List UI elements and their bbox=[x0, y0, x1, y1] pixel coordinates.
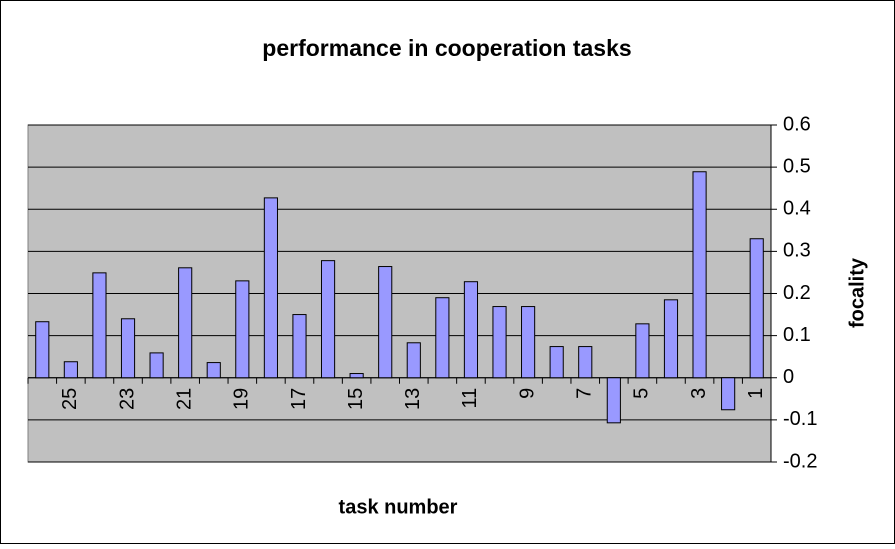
y-tick-label: 0.2 bbox=[783, 282, 811, 304]
y-tick-label: -0.2 bbox=[783, 450, 817, 472]
bar bbox=[606, 377, 621, 424]
x-tick-label: 1 bbox=[745, 388, 767, 399]
x-tick-label: 3 bbox=[688, 388, 710, 399]
bar bbox=[92, 272, 107, 379]
x-tick-label: 25 bbox=[59, 388, 81, 410]
x-tick-label: 9 bbox=[516, 388, 538, 399]
x-tick-label: 21 bbox=[173, 388, 195, 410]
chart-title: performance in cooperation tasks bbox=[262, 35, 631, 61]
y-axis-title: focality bbox=[846, 257, 868, 328]
bar bbox=[521, 306, 536, 379]
x-tick-label: 23 bbox=[116, 388, 138, 410]
bar bbox=[235, 280, 250, 379]
y-tick-label: 0.3 bbox=[783, 240, 811, 262]
x-tick-label: 11 bbox=[459, 388, 481, 409]
x-tick-label: 7 bbox=[574, 388, 596, 399]
y-tick-label: 0.6 bbox=[783, 113, 811, 135]
x-tick-label: 15 bbox=[345, 388, 367, 410]
bar bbox=[406, 342, 421, 379]
bar bbox=[492, 306, 507, 379]
bar bbox=[149, 352, 164, 379]
bar bbox=[63, 361, 78, 379]
bar bbox=[206, 362, 221, 379]
x-axis-title: task number bbox=[339, 496, 458, 518]
x-tick-label: 13 bbox=[402, 388, 424, 410]
bar bbox=[578, 346, 593, 379]
bar bbox=[635, 323, 650, 379]
y-tick-label: 0.4 bbox=[783, 198, 811, 220]
y-tick-label: 0 bbox=[783, 366, 794, 388]
bar bbox=[263, 197, 278, 379]
bar bbox=[378, 266, 393, 379]
x-tick-label: 5 bbox=[631, 388, 653, 399]
bar bbox=[663, 299, 679, 379]
bar bbox=[463, 281, 479, 379]
bar bbox=[178, 267, 193, 379]
bar bbox=[721, 377, 736, 411]
bar bbox=[692, 171, 707, 379]
x-tick-label: 19 bbox=[231, 388, 253, 410]
bar bbox=[35, 321, 50, 379]
bar bbox=[120, 318, 136, 379]
y-tick-label: 0.1 bbox=[783, 324, 811, 346]
bar bbox=[320, 260, 336, 379]
y-tick-label: -0.1 bbox=[783, 408, 817, 430]
bar bbox=[292, 314, 307, 379]
x-tick-label: 17 bbox=[288, 388, 310, 410]
bar bbox=[435, 297, 450, 379]
y-tick-label: 0.5 bbox=[783, 155, 811, 177]
bar bbox=[749, 238, 764, 379]
bar bbox=[549, 346, 564, 379]
bar bbox=[349, 373, 364, 379]
